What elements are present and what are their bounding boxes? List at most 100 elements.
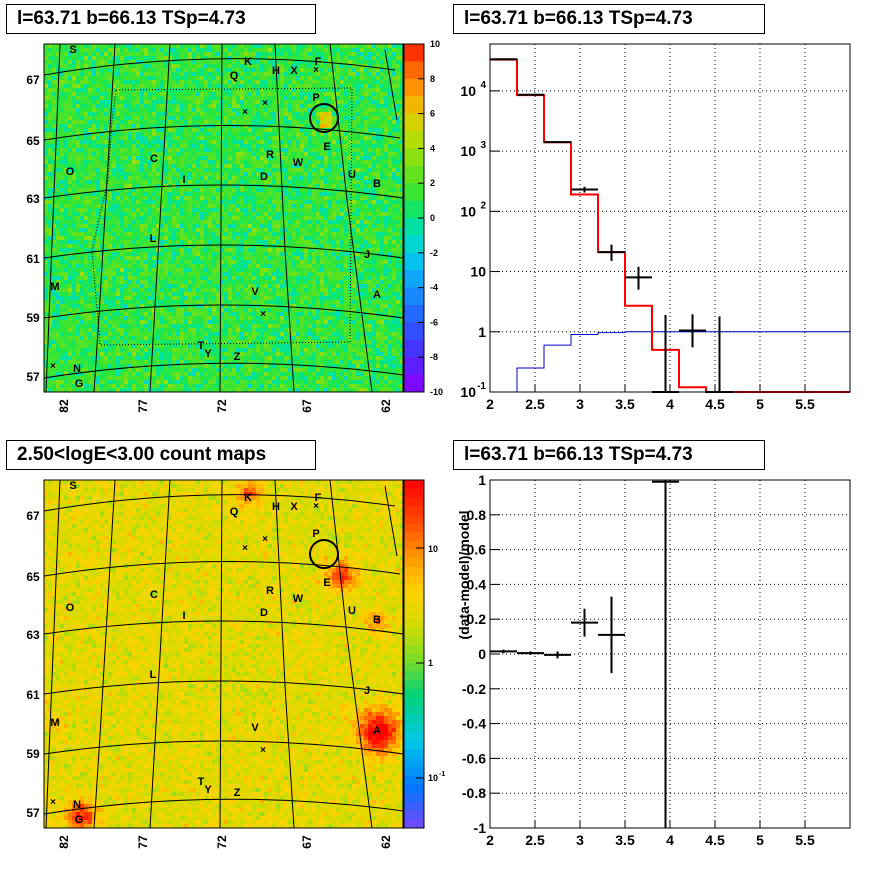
ratio-y-tick-label: 0.4 bbox=[467, 576, 487, 592]
count-source-label-A: A bbox=[373, 725, 381, 737]
residual-cross-marker: × bbox=[50, 361, 56, 372]
residual-source-label-G: G bbox=[75, 378, 84, 390]
residual-y-tick-label: 65 bbox=[26, 134, 40, 148]
top-right-title: l=63.71 b=66.13 TSp=4.73 bbox=[453, 4, 765, 34]
spectrum-model-blue-series bbox=[490, 331, 850, 393]
residual-source-label-W: W bbox=[293, 157, 304, 169]
residual-colorbar-tick: 2 bbox=[430, 178, 435, 188]
count-y-tick-label: 63 bbox=[26, 628, 40, 642]
residual-source-label-Z: Z bbox=[234, 351, 241, 363]
spectrum-model-red-series bbox=[490, 58, 850, 393]
count-y-tick-label: 67 bbox=[26, 509, 40, 523]
ratio-y-tick-label: -0.8 bbox=[462, 785, 486, 801]
count-colorbar-tick: 10 bbox=[428, 773, 438, 783]
ratio-y-tick-label: 0.2 bbox=[467, 611, 487, 627]
count-source-label-I: I bbox=[182, 610, 185, 622]
residual-colorbar-tick: -4 bbox=[430, 283, 438, 293]
spectrum-y-tick-exponent: 2 bbox=[480, 200, 486, 211]
count-map-frame bbox=[43, 479, 404, 829]
count-source-label-C: C bbox=[150, 589, 158, 601]
residual-y-tick-label: 63 bbox=[26, 192, 40, 206]
residual-source-label-N: N bbox=[73, 363, 81, 375]
spectrum-y-tick-exponent: -1 bbox=[477, 381, 486, 392]
count-map-pixels bbox=[44, 480, 404, 828]
spectrum-x-tick-label: 2.5 bbox=[525, 396, 545, 412]
count-colorbar-tick: 10 bbox=[428, 544, 438, 554]
residual-source-label-R: R bbox=[266, 149, 274, 161]
residual-colorbar-tick: 0 bbox=[430, 213, 435, 223]
residual-colorbar bbox=[403, 43, 425, 393]
count-colorbar bbox=[403, 479, 425, 829]
count-x-tick-label: 62 bbox=[379, 835, 393, 849]
spectrum-y-tick-label: 10 bbox=[460, 203, 476, 219]
count-source-label-B: B bbox=[373, 614, 381, 626]
count-source-label-R: R bbox=[266, 585, 274, 597]
count-x-tick-label: 82 bbox=[57, 835, 71, 849]
residual-cross-marker: × bbox=[242, 107, 248, 118]
bottom-left-title: 2.50<logE<3.00 count maps bbox=[6, 440, 316, 470]
residual-source-label-T: T bbox=[198, 340, 205, 352]
count-cross-marker: × bbox=[50, 797, 56, 808]
count-source-label-M: M bbox=[50, 717, 59, 729]
count-source-label-Y: Y bbox=[204, 784, 212, 796]
count-source-label-D: D bbox=[260, 607, 268, 619]
count-cross-marker: × bbox=[262, 534, 268, 545]
spectrum-x-tick-label: 4.5 bbox=[705, 396, 725, 412]
ratio-y-axis-label: (data-model)/model bbox=[456, 510, 472, 639]
residual-colorbar-tick: -10 bbox=[430, 387, 443, 397]
ratio-y-tick-label: -1 bbox=[474, 820, 487, 836]
residual-x-tick-label: 72 bbox=[215, 399, 229, 413]
ratio-y-tick-label: 0.8 bbox=[467, 507, 487, 523]
residual-source-label-K: K bbox=[244, 56, 252, 68]
count-source-label-W: W bbox=[293, 593, 304, 605]
count-cross-marker: × bbox=[260, 745, 266, 756]
residual-source-label-O: O bbox=[66, 166, 75, 178]
residual-y-tick-label: 57 bbox=[26, 370, 40, 384]
ratio-x-tick-label: 5.5 bbox=[795, 832, 815, 848]
count-source-label-E: E bbox=[323, 577, 330, 589]
residual-colorbar-tick: -8 bbox=[430, 352, 438, 362]
residual-source-label-V: V bbox=[251, 286, 259, 298]
residual-source-label-I: I bbox=[182, 174, 185, 186]
count-source-label-V: V bbox=[251, 722, 259, 734]
residual-x-tick-label: 67 bbox=[300, 399, 314, 413]
count-x-tick-label: 67 bbox=[300, 835, 314, 849]
ratio-y-tick-label: 0 bbox=[478, 646, 486, 662]
spectrum-x-tick-label: 5.5 bbox=[795, 396, 815, 412]
count-source-label-U: U bbox=[348, 605, 356, 617]
residual-source-label-Y: Y bbox=[204, 348, 212, 360]
residual-map-frame bbox=[43, 43, 404, 393]
count-source-label-O: O bbox=[66, 602, 75, 614]
count-graticule bbox=[43, 479, 404, 829]
count-source-label-J: J bbox=[364, 685, 370, 697]
count-source-label-N: N bbox=[73, 799, 81, 811]
residual-colorbar-tick: 6 bbox=[430, 109, 435, 119]
ratio-x-tick-label: 3.5 bbox=[615, 832, 635, 848]
residual-colorbar-tick: 10 bbox=[430, 39, 440, 49]
residual-source-label-H: H bbox=[272, 65, 280, 77]
ratio-x-tick-label: 5 bbox=[756, 832, 764, 848]
residual-source-label-F: F bbox=[315, 56, 322, 68]
count-y-tick-label: 59 bbox=[26, 747, 40, 761]
ratio-y-tick-label: -0.4 bbox=[462, 716, 486, 732]
ratio-y-tick-label: -0.6 bbox=[462, 750, 486, 766]
ratio-plot bbox=[489, 479, 851, 829]
count-source-label-F: F bbox=[315, 492, 322, 504]
count-source-label-Q: Q bbox=[230, 506, 239, 518]
residual-y-tick-label: 67 bbox=[26, 73, 40, 87]
spectrum-y-tick-exponent: 4 bbox=[480, 80, 486, 91]
residual-cross-marker: × bbox=[313, 65, 319, 76]
residual-source-label-D: D bbox=[260, 171, 268, 183]
residual-x-tick-label: 82 bbox=[57, 399, 71, 413]
residual-y-tick-label: 61 bbox=[26, 252, 40, 266]
spectrum-y-tick-label: 10 bbox=[470, 264, 486, 280]
residual-source-label-S: S bbox=[69, 44, 76, 56]
ratio-x-tick-label: 2.5 bbox=[525, 832, 545, 848]
residual-colorbar-tick: -2 bbox=[430, 248, 438, 258]
top-left-title: l=63.71 b=66.13 TSp=4.73 bbox=[6, 4, 316, 34]
count-cross-marker: × bbox=[313, 501, 319, 512]
count-source-label-S: S bbox=[69, 480, 76, 492]
count-source-label-T: T bbox=[198, 776, 205, 788]
spectrum-x-tick-label: 4 bbox=[666, 396, 674, 412]
count-y-tick-label: 61 bbox=[26, 688, 40, 702]
